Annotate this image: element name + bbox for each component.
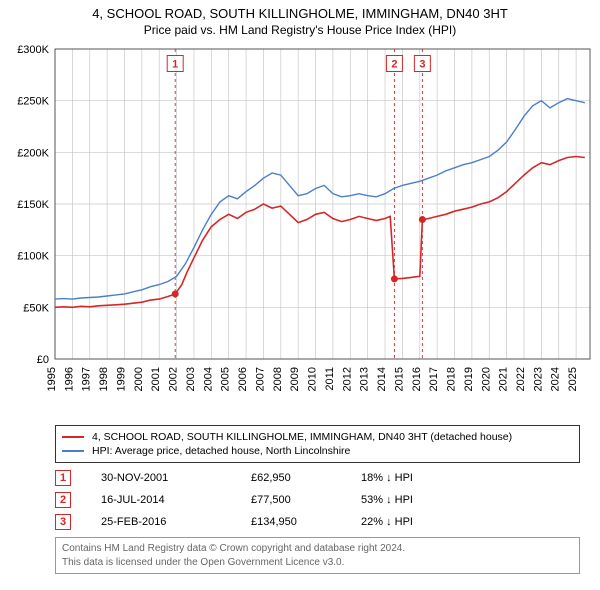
svg-text:2019: 2019 (463, 367, 475, 391)
table-row: 1 30-NOV-2001 £62,950 18% ↓ HPI (55, 467, 580, 489)
legend-swatch-hpi (62, 450, 84, 452)
svg-text:2011: 2011 (324, 367, 336, 391)
svg-text:2002: 2002 (168, 367, 180, 391)
svg-text:2022: 2022 (515, 367, 527, 391)
svg-text:2020: 2020 (480, 367, 492, 391)
legend-row-property: 4, SCHOOL ROAD, SOUTH KILLINGHOLME, IMMI… (62, 430, 573, 444)
svg-text:2025: 2025 (567, 367, 579, 391)
sale-delta: 53% ↓ HPI (361, 494, 481, 506)
svg-text:2018: 2018 (446, 367, 458, 391)
legend: 4, SCHOOL ROAD, SOUTH KILLINGHOLME, IMMI… (55, 425, 580, 463)
sale-marker-2: 2 (55, 492, 71, 508)
svg-text:1997: 1997 (81, 367, 93, 391)
svg-text:£0: £0 (37, 354, 49, 366)
svg-text:2003: 2003 (185, 367, 197, 391)
svg-text:2024: 2024 (550, 367, 562, 391)
svg-text:2005: 2005 (220, 367, 232, 391)
svg-text:3: 3 (419, 59, 425, 71)
svg-text:£150K: £150K (17, 199, 49, 211)
svg-text:2014: 2014 (376, 367, 388, 391)
svg-text:2023: 2023 (532, 367, 544, 391)
svg-text:£200K: £200K (17, 147, 49, 159)
sale-price: £77,500 (251, 494, 361, 506)
svg-text:£50K: £50K (23, 302, 49, 314)
svg-text:2016: 2016 (411, 367, 423, 391)
sale-delta: 18% ↓ HPI (361, 472, 481, 484)
table-row: 2 16-JUL-2014 £77,500 53% ↓ HPI (55, 489, 580, 511)
svg-text:1996: 1996 (63, 367, 75, 391)
legend-label-hpi: HPI: Average price, detached house, Nort… (92, 445, 350, 457)
table-row: 3 25-FEB-2016 £134,950 22% ↓ HPI (55, 511, 580, 533)
svg-text:£250K: £250K (17, 96, 49, 108)
svg-text:2017: 2017 (428, 367, 440, 391)
footer-line1: Contains HM Land Registry data © Crown c… (62, 542, 573, 556)
sale-price: £134,950 (251, 516, 361, 528)
svg-text:2013: 2013 (359, 367, 371, 391)
svg-text:£100K: £100K (17, 251, 49, 263)
sale-date: 16-JUL-2014 (101, 494, 251, 506)
sales-table: 1 30-NOV-2001 £62,950 18% ↓ HPI 2 16-JUL… (55, 467, 580, 533)
sale-date: 25-FEB-2016 (101, 516, 251, 528)
svg-text:2006: 2006 (237, 367, 249, 391)
svg-text:2010: 2010 (307, 367, 319, 391)
sale-date: 30-NOV-2001 (101, 472, 251, 484)
title-subtitle: Price paid vs. HM Land Registry's House … (0, 23, 600, 37)
svg-text:2007: 2007 (254, 367, 266, 391)
legend-label-property: 4, SCHOOL ROAD, SOUTH KILLINGHOLME, IMMI… (92, 431, 512, 443)
svg-text:1999: 1999 (115, 367, 127, 391)
svg-text:1: 1 (172, 59, 178, 71)
svg-text:2009: 2009 (289, 367, 301, 391)
svg-text:1995: 1995 (46, 367, 58, 391)
chart-area: £0 £50K £100K £150K £200K £250K £300K 1995 1996 1… (0, 39, 600, 419)
legend-row-hpi: HPI: Average price, detached house, Nort… (62, 444, 573, 458)
title-block: 4, SCHOOL ROAD, SOUTH KILLINGHOLME, IMMI… (0, 0, 600, 39)
footer-attribution: Contains HM Land Registry data © Crown c… (55, 537, 580, 574)
sale-marker-1: 1 (55, 470, 71, 486)
svg-text:2015: 2015 (393, 367, 405, 391)
sale-delta: 22% ↓ HPI (361, 516, 481, 528)
svg-text:2008: 2008 (272, 367, 284, 391)
title-address: 4, SCHOOL ROAD, SOUTH KILLINGHOLME, IMMI… (0, 6, 600, 21)
svg-text:2021: 2021 (498, 367, 510, 391)
svg-text:2012: 2012 (341, 367, 353, 391)
legend-swatch-property (62, 436, 84, 438)
svg-text:1998: 1998 (98, 367, 110, 391)
svg-text:£300K: £300K (17, 44, 49, 56)
svg-text:2004: 2004 (202, 367, 214, 391)
svg-text:2001: 2001 (150, 367, 162, 391)
svg-text:2: 2 (391, 59, 397, 71)
sale-marker-3: 3 (55, 514, 71, 530)
chart-svg: £0 £50K £100K £150K £200K £250K £300K 1995 1996 1… (0, 39, 600, 419)
footer-line2: This data is licensed under the Open Gov… (62, 556, 573, 570)
svg-text:2000: 2000 (133, 367, 145, 391)
sale-price: £62,950 (251, 472, 361, 484)
